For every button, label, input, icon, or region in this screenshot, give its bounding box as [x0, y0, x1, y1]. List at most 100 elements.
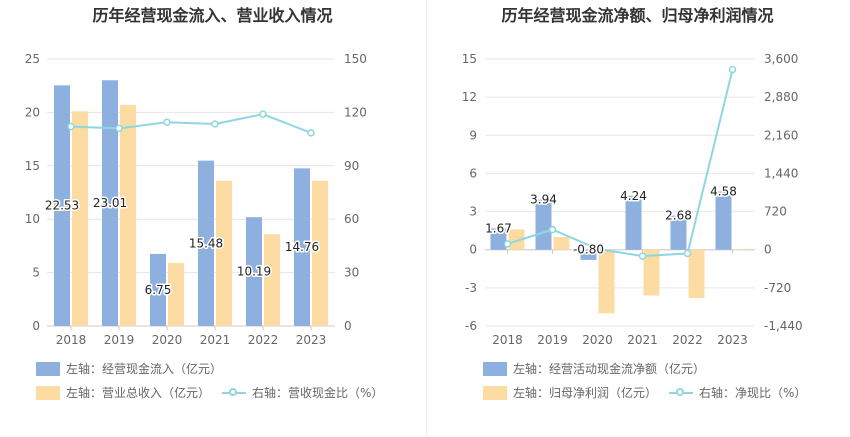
bar	[670, 215, 687, 250]
legend-line-icon	[222, 386, 247, 400]
x-tick-label: 2021	[627, 333, 658, 347]
y-left-tick-label: 25	[25, 52, 40, 66]
panel-divider	[426, 0, 427, 437]
y-left-tick-label: 12	[462, 90, 477, 104]
y-right-tick-label: 2,880	[764, 90, 798, 104]
series-line	[70, 113, 312, 134]
legend-row-1: 左轴：经营活动现金流净额（亿元）	[483, 360, 717, 377]
legend-item-cash-ratio[interactable]: 右轴：营收现金比（%）	[222, 384, 383, 401]
legend-item-net-profit[interactable]: 左轴：归母净利润（亿元）	[483, 384, 657, 401]
data-label: 4.58	[710, 184, 737, 198]
y-right-tick-label: -720	[764, 281, 791, 295]
legend-item-net-cash-ratio[interactable]: 右轴：净现比（%）	[669, 384, 806, 401]
y-left-tick-label: -6	[465, 319, 477, 333]
y-left-tick-label: 3	[469, 205, 477, 219]
x-tick-label: 2019	[537, 333, 568, 347]
line-point	[638, 252, 647, 260]
x-tick-label: 2019	[104, 333, 135, 347]
bar	[168, 262, 184, 326]
bar	[535, 199, 552, 250]
y-right-tick-label: 120	[344, 105, 367, 119]
y-left-tick-label: 10	[25, 212, 40, 226]
legend-item-cash-inflow[interactable]: 左轴：经营现金流入（亿元）	[36, 360, 222, 377]
y-right-tick-label: 0	[344, 319, 352, 333]
y-left-tick-label: 5	[32, 266, 40, 280]
y-right-tick-label: 720	[764, 205, 787, 219]
x-tick-label: 2018	[56, 333, 87, 347]
data-label: 15.48	[189, 236, 223, 250]
line-point	[503, 240, 512, 248]
y-left-tick-label: 0	[469, 243, 477, 257]
bar	[72, 111, 88, 326]
data-label: 6.75	[145, 283, 172, 297]
y-right-tick-label: -1,440	[764, 319, 803, 333]
data-label: 14.76	[285, 240, 319, 254]
bar	[508, 229, 525, 250]
bar	[216, 180, 232, 326]
bar	[643, 249, 660, 296]
legend-line-icon	[669, 386, 694, 400]
legend-swatch	[483, 361, 507, 376]
chart-title: 历年经营现金流入、营业收入情况	[92, 6, 333, 25]
data-label: 4.24	[620, 189, 647, 203]
x-tick-label: 2018	[492, 333, 523, 347]
legend-item-net-cash-flow[interactable]: 左轴：经营活动现金流净额（亿元）	[483, 360, 705, 377]
legend-label: 右轴：营收现金比（%）	[252, 386, 384, 400]
x-tick-label: 2021	[200, 333, 231, 347]
legend-row-2: 左轴：营业总收入（亿元） 右轴：营收现金比（%）	[36, 384, 395, 401]
y-right-tick-label: 2,160	[764, 128, 798, 142]
y-right-tick-label: 150	[344, 52, 367, 66]
legend-item-revenue[interactable]: 左轴：营业总收入（亿元）	[36, 384, 210, 401]
y-left-tick-label: 0	[32, 319, 40, 333]
series-line	[507, 69, 734, 258]
legend-label: 左轴：营业总收入（亿元）	[66, 386, 211, 400]
legend-label: 左轴：归母净利润（亿元）	[513, 386, 658, 400]
bar	[625, 195, 642, 250]
line-point	[163, 118, 171, 126]
data-label: -0.80	[573, 243, 604, 257]
bar	[580, 249, 597, 260]
y-left-tick-label: 15	[25, 159, 40, 173]
chart-plot: 0 5 10 15 20 25 0 30 60 90 120 150 2018 2019 2020 2021 2…	[25, 52, 367, 347]
bar	[598, 249, 615, 314]
y-right-tick-label: 60	[344, 212, 359, 226]
line-point	[211, 120, 219, 128]
bar	[312, 180, 328, 326]
chart-panel-left: 历年经营现金流入、营业收入情况 0 5 10 15 20 25 0 30 60 90 120 150 2…	[25, 6, 395, 401]
bar	[715, 191, 732, 250]
legend-swatch	[36, 361, 60, 376]
legend-label: 左轴：经营现金流入（亿元）	[66, 362, 223, 376]
x-tick-label: 2022	[248, 333, 279, 347]
line-point	[259, 110, 267, 118]
x-tick-label: 2023	[717, 333, 748, 347]
bar	[264, 234, 280, 326]
line-point	[307, 129, 315, 137]
legend-row-1: 左轴：经营现金流入（亿元）	[36, 360, 234, 377]
data-label: 1.67	[485, 221, 512, 235]
bar	[120, 104, 136, 326]
bar	[198, 160, 214, 326]
line-point	[67, 122, 75, 131]
legend-label: 右轴：净现比（%）	[699, 386, 807, 400]
x-tick-label: 2023	[296, 333, 327, 347]
y-left-tick-label: 6	[469, 166, 477, 180]
chart-plot: -6 -3 0 3 6 9 12 15 -1,440 -720 0 720 1,440 2,160 2,88…	[462, 52, 803, 347]
legend-swatch	[483, 385, 507, 400]
line-point	[548, 225, 557, 234]
chart-panel-right: 历年经营现金流净额、归母净利润情况 -6 -3 0 3 6 9 12 15 -1,440 -720…	[425, 0, 850, 437]
legend-swatch	[36, 385, 60, 400]
line-point	[593, 245, 602, 253]
y-left-tick-label: 9	[469, 128, 477, 142]
line-point	[115, 124, 123, 133]
y-right-tick-label: 0	[764, 243, 772, 257]
data-label: 10.19	[237, 265, 271, 279]
bar	[150, 253, 166, 326]
bar	[294, 168, 310, 326]
bar	[688, 249, 705, 299]
bar	[553, 237, 570, 250]
line-point	[683, 249, 692, 258]
data-label: 2.68	[665, 209, 692, 223]
legend-label: 左轴：经营活动现金流净额（亿元）	[513, 362, 706, 376]
y-left-tick-label: -3	[465, 281, 477, 295]
x-tick-label: 2020	[152, 333, 183, 347]
